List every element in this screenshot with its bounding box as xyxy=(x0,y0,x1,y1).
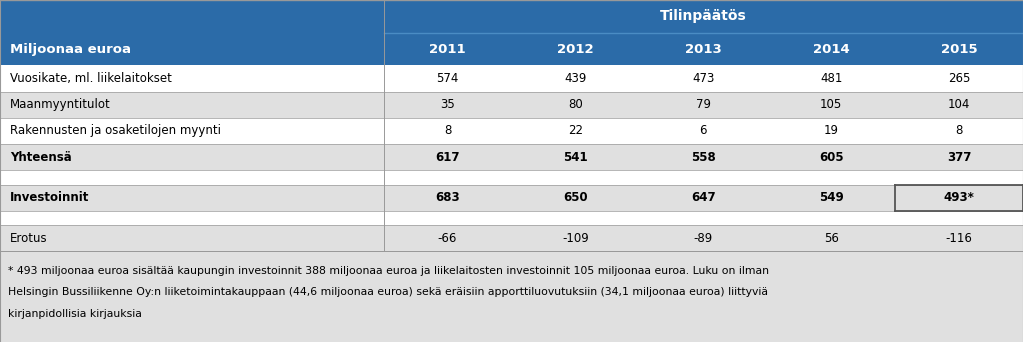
Text: Investoinnit: Investoinnit xyxy=(10,191,90,204)
Text: 549: 549 xyxy=(818,191,844,204)
Text: 2015: 2015 xyxy=(941,42,977,55)
Text: kirjanpidollisia kirjauksia: kirjanpidollisia kirjauksia xyxy=(8,309,142,319)
Bar xyxy=(0,33,384,65)
Text: 8: 8 xyxy=(955,124,963,137)
Bar xyxy=(0,185,1023,211)
Text: 8: 8 xyxy=(444,124,451,137)
Text: Vuosikate, ml. liikelaitokset: Vuosikate, ml. liikelaitokset xyxy=(10,72,172,85)
Bar xyxy=(384,0,1023,33)
Bar xyxy=(0,118,1023,144)
Text: 22: 22 xyxy=(568,124,583,137)
Text: 265: 265 xyxy=(948,72,970,85)
Text: 558: 558 xyxy=(691,150,716,163)
Text: Tilinpäätös: Tilinpäätös xyxy=(660,9,747,23)
Text: -109: -109 xyxy=(562,232,589,245)
Bar xyxy=(0,65,1023,92)
Text: 493*: 493* xyxy=(943,191,975,204)
Text: Yhteensä: Yhteensä xyxy=(10,150,72,163)
Text: -89: -89 xyxy=(694,232,713,245)
Bar xyxy=(0,144,1023,170)
Bar xyxy=(895,33,1023,65)
Bar xyxy=(0,170,1023,185)
Text: 481: 481 xyxy=(820,72,842,85)
Bar xyxy=(639,33,767,65)
Text: Erotus: Erotus xyxy=(10,232,48,245)
Text: 35: 35 xyxy=(440,98,455,111)
Bar xyxy=(384,33,512,65)
Text: 104: 104 xyxy=(948,98,970,111)
Text: 2011: 2011 xyxy=(430,42,465,55)
Text: 683: 683 xyxy=(435,191,460,204)
Text: -66: -66 xyxy=(438,232,457,245)
Text: 574: 574 xyxy=(437,72,458,85)
Text: Helsingin Bussiliikenne Oy:n liiketoimintakauppaan (44,6 miljoonaa euroa) sekä e: Helsingin Bussiliikenne Oy:n liiketoimin… xyxy=(8,287,768,298)
Text: 2013: 2013 xyxy=(685,42,721,55)
Text: 80: 80 xyxy=(568,98,583,111)
Text: Rakennusten ja osaketilojen myynti: Rakennusten ja osaketilojen myynti xyxy=(10,124,221,137)
Bar xyxy=(0,225,1023,251)
Text: 105: 105 xyxy=(820,98,842,111)
Text: 19: 19 xyxy=(824,124,839,137)
Bar xyxy=(0,92,1023,118)
Text: 605: 605 xyxy=(818,150,844,163)
Text: * 493 miljoonaa euroa sisältää kaupungin investoinnit 388 miljoonaa euroa ja lii: * 493 miljoonaa euroa sisältää kaupungin… xyxy=(8,266,769,276)
Bar xyxy=(0,211,1023,225)
Text: Maanmyyntitulot: Maanmyyntitulot xyxy=(10,98,110,111)
Text: -116: -116 xyxy=(945,232,973,245)
Bar xyxy=(767,33,895,65)
Text: 79: 79 xyxy=(696,98,711,111)
Bar xyxy=(0,251,1023,342)
Text: 56: 56 xyxy=(824,232,839,245)
Text: 617: 617 xyxy=(436,150,459,163)
Text: Miljoonaa euroa: Miljoonaa euroa xyxy=(10,42,131,55)
Text: 377: 377 xyxy=(947,150,971,163)
Bar xyxy=(512,33,639,65)
Text: 6: 6 xyxy=(700,124,707,137)
Text: 2014: 2014 xyxy=(813,42,849,55)
Bar xyxy=(0,0,384,33)
Text: 647: 647 xyxy=(691,191,716,204)
Text: 473: 473 xyxy=(693,72,714,85)
Text: 2012: 2012 xyxy=(558,42,593,55)
Text: 439: 439 xyxy=(565,72,586,85)
Text: 541: 541 xyxy=(563,150,588,163)
Text: 650: 650 xyxy=(563,191,588,204)
